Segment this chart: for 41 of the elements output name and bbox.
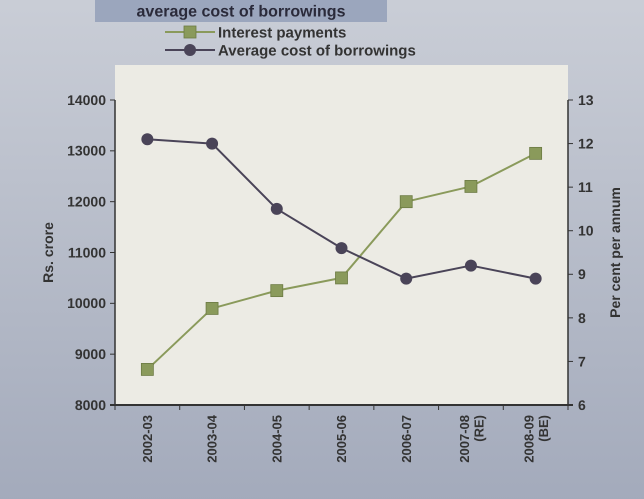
y-tick-label: 9000 xyxy=(74,346,106,362)
y2-tick-label: 6 xyxy=(578,396,586,413)
x-tick-label: 2008-09 (BE) xyxy=(522,415,551,463)
x-tick-label: 2004-05 xyxy=(269,415,284,463)
y-tick-label: 10000 xyxy=(67,295,106,312)
x-tick-label: 2007-08 (RE) xyxy=(456,415,486,463)
y2-tick-label: 7 xyxy=(578,353,586,370)
x-tick-label: 2003-04 xyxy=(204,414,220,463)
point xyxy=(400,272,412,285)
point xyxy=(464,180,478,193)
x-tick-label: 2005-06 xyxy=(334,415,350,463)
point xyxy=(530,272,542,285)
x-tick-label: 2006-07 xyxy=(398,415,414,463)
y2-axis-title: Per cent per annum xyxy=(607,187,623,318)
y2-tick-label: 13 xyxy=(578,92,594,108)
y-tick-label: 8000 xyxy=(74,396,106,413)
point xyxy=(335,272,348,284)
point xyxy=(400,195,413,208)
point xyxy=(336,242,348,254)
point xyxy=(140,363,154,376)
y-tick-label: 11000 xyxy=(68,244,106,260)
y-tick-label: 12000 xyxy=(67,194,106,210)
point xyxy=(464,260,477,272)
point xyxy=(270,202,283,215)
point xyxy=(206,138,218,150)
y2-tick-label: 9 xyxy=(578,266,586,282)
point xyxy=(141,133,154,146)
y2-tick-label: 11 xyxy=(578,179,594,196)
x-tick-label: 2002-03 xyxy=(140,415,155,463)
y-axis-title: Rs. crore xyxy=(40,222,56,283)
legend-label: Average cost of borrowings xyxy=(218,42,416,60)
y2-tick-label: 10 xyxy=(578,222,594,239)
point xyxy=(270,284,284,298)
y2-tick-label: 8 xyxy=(578,310,586,326)
point xyxy=(529,146,542,160)
chart-title: average cost of borrowings xyxy=(136,4,346,21)
y-tick-label: 14000 xyxy=(67,92,106,108)
point xyxy=(206,302,218,315)
y-tick-label: 13000 xyxy=(67,142,106,159)
y2-tick-label: 12 xyxy=(578,135,594,152)
legend-label: Interest payments xyxy=(218,24,346,42)
